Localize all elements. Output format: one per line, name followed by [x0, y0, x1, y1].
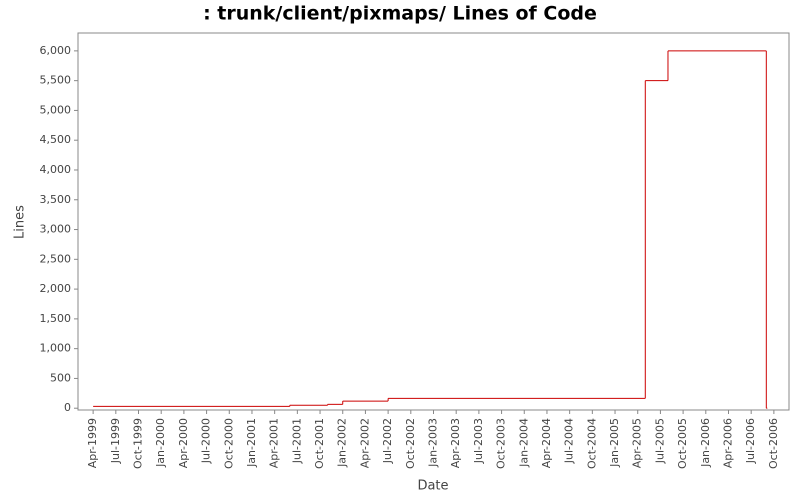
- y-tick-label: 2,500: [40, 252, 72, 265]
- chart-title: : trunk/client/pixmaps/ Lines of Code: [203, 3, 597, 25]
- x-tick-label: Jan-2004: [517, 418, 530, 468]
- y-tick-label: 500: [50, 371, 71, 384]
- x-tick-label: Apr-2002: [358, 418, 371, 468]
- x-tick-label: Jan-2001: [245, 418, 258, 468]
- x-tick-label: Jul-2002: [381, 418, 394, 464]
- x-tick-label: Oct-2004: [585, 418, 598, 469]
- x-tick-label: Apr-2001: [268, 418, 281, 468]
- x-tick-label: Apr-2006: [721, 418, 734, 468]
- y-tick-label: 0: [64, 401, 71, 414]
- x-tick-label: Jan-2005: [608, 418, 621, 468]
- x-tick-label: Jul-2006: [744, 418, 757, 464]
- x-tick-label: Oct-1999: [132, 418, 145, 469]
- x-tick-label: Apr-1999: [86, 418, 99, 468]
- y-tick-label: 3,000: [40, 223, 72, 236]
- x-tick-label: Jan-2000: [154, 418, 167, 468]
- y-axis-label: Lines: [13, 205, 28, 239]
- x-tick-label: Jul-1999: [109, 418, 122, 464]
- x-tick-label: Jul-2000: [200, 418, 213, 464]
- x-tick-label: Oct-2001: [313, 418, 326, 469]
- x-axis-label: Date: [417, 479, 448, 494]
- x-tick-label: Jan-2002: [336, 418, 349, 468]
- x-tick-label: Jul-2004: [563, 418, 576, 464]
- x-tick-label: Apr-2000: [177, 418, 190, 468]
- x-tick-label: Oct-2003: [495, 418, 508, 469]
- x-tick-label: Apr-2005: [631, 418, 644, 468]
- y-tick-label: 4,500: [40, 133, 72, 146]
- y-tick-label: 4,000: [40, 163, 72, 176]
- x-tick-label: Oct-2005: [676, 418, 689, 469]
- x-tick-label: Oct-2000: [222, 418, 235, 469]
- x-tick-label: Apr-2003: [449, 418, 462, 468]
- x-tick-label: Jul-2003: [472, 418, 485, 464]
- plot-area: [77, 32, 790, 411]
- x-tick-label: Oct-2002: [404, 418, 417, 469]
- y-tick-label: 6,000: [40, 44, 72, 57]
- y-tick-label: 5,000: [40, 103, 72, 116]
- x-tick-label: Jul-2005: [653, 418, 666, 464]
- y-tick-label: 1,500: [40, 312, 72, 325]
- y-tick-label: 3,500: [40, 193, 72, 206]
- x-tick-label: Jan-2003: [427, 418, 440, 468]
- y-tick-label: 5,500: [40, 74, 72, 87]
- x-tick-label: Jul-2001: [290, 418, 303, 464]
- x-tick-label: Jan-2006: [699, 418, 712, 468]
- y-tick-label: 2,000: [40, 282, 72, 295]
- y-tick-label: 1,000: [40, 342, 72, 355]
- x-tick-label: Apr-2004: [540, 418, 553, 468]
- x-tick-label: Oct-2006: [767, 418, 780, 469]
